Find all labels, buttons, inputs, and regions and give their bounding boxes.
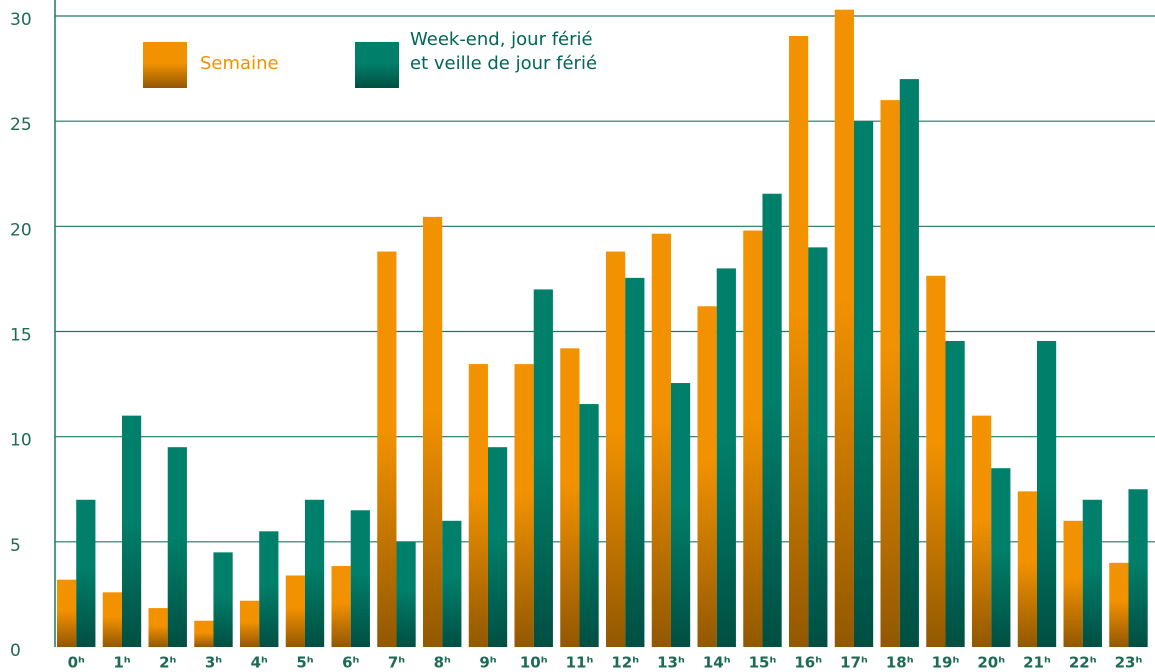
x-tick-label: 7ʰ [388, 654, 405, 672]
bar [167, 447, 187, 647]
bar [331, 566, 351, 647]
bar [396, 541, 416, 647]
x-tick-label: 8ʰ [434, 654, 451, 672]
bar [1128, 489, 1148, 647]
legend-label: Week-end, jour férié et veille de jour f… [410, 29, 598, 74]
y-tick-label: 20 [10, 220, 32, 240]
bar [423, 216, 443, 647]
x-tick-label: 2ʰ [159, 654, 176, 672]
x-tick-label: 5ʰ [296, 654, 313, 672]
y-tick-label: 0 [10, 641, 21, 661]
bar [926, 275, 946, 647]
x-tick-label: 6ʰ [342, 654, 359, 672]
x-tick-label: 12ʰ [611, 654, 639, 672]
y-tick-label: 30 [10, 10, 32, 30]
x-tick-label: 4ʰ [251, 654, 268, 672]
bar [670, 383, 691, 647]
x-tick-label: 19ʰ [932, 654, 960, 672]
bar [743, 230, 763, 648]
bar [487, 447, 508, 647]
bar [1063, 520, 1083, 647]
bar [945, 340, 965, 647]
bar [102, 592, 122, 647]
x-tick-label: 14ʰ [703, 654, 731, 672]
bar [808, 247, 828, 647]
y-tick-label: 15 [10, 326, 32, 346]
bar [991, 468, 1011, 647]
bar [442, 520, 462, 647]
bar [533, 289, 553, 647]
bar [240, 600, 260, 647]
x-tick-label: 0ʰ [68, 654, 85, 672]
bar [579, 404, 599, 647]
bar [1109, 562, 1129, 647]
bar [377, 251, 397, 647]
x-tick-label: 13ʰ [657, 654, 685, 672]
bar [1082, 499, 1102, 647]
bar [468, 364, 488, 647]
bar [834, 9, 854, 647]
x-tick-label: 9ʰ [479, 654, 496, 672]
x-tick-label: 15ʰ [749, 654, 777, 672]
bar [148, 608, 168, 647]
x-tick-label: 1ʰ [113, 654, 130, 672]
bar [762, 193, 782, 647]
x-tick-label: 16ʰ [794, 654, 822, 672]
bar [285, 575, 305, 647]
bar [350, 510, 370, 647]
bar [651, 233, 671, 647]
bar [259, 531, 279, 647]
bar [606, 251, 626, 647]
bar [899, 79, 919, 648]
bar [304, 499, 325, 647]
bar [880, 100, 900, 648]
bar [57, 579, 77, 647]
bar [1017, 491, 1037, 647]
bar [697, 306, 717, 647]
y-tick-label: 5 [10, 536, 21, 556]
x-tick-label: 10ʰ [520, 654, 548, 672]
x-tick-label: 21ʰ [1023, 654, 1051, 672]
y-tick-label: 25 [10, 115, 32, 135]
y-tick-label: 10 [10, 431, 32, 451]
bar [789, 35, 809, 647]
bar [76, 499, 96, 647]
x-tick-label: 20ʰ [977, 654, 1005, 672]
bar [1036, 340, 1057, 647]
bar [716, 268, 736, 647]
bar [972, 415, 992, 647]
x-tick-label: 17ʰ [840, 654, 868, 672]
bar [194, 620, 214, 647]
bar [853, 121, 874, 647]
bar [560, 348, 580, 647]
x-tick-label: 3ʰ [205, 654, 222, 672]
legend-label: Semaine [200, 53, 279, 74]
x-tick-label: 22ʰ [1069, 654, 1097, 672]
bar [514, 364, 534, 647]
legend-swatch [143, 42, 187, 88]
bar [213, 552, 233, 647]
legend-swatch [355, 42, 399, 88]
bar [625, 277, 645, 647]
x-tick-label: 18ʰ [886, 654, 914, 672]
x-tick-label: 11ʰ [566, 654, 594, 672]
x-tick-label: 23ʰ [1115, 654, 1143, 672]
bar [121, 415, 142, 647]
